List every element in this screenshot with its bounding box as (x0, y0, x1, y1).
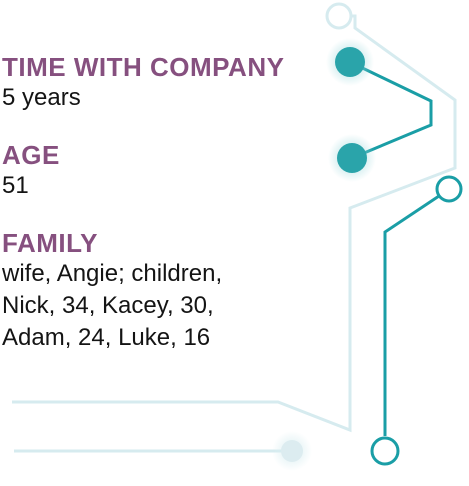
family-label: FAMILY (2, 228, 98, 258)
family-value: wife, Angie; children, Nick, 34, Kacey, … (2, 258, 222, 354)
light-node-bottom (281, 440, 303, 462)
tenure-value: 5 years (2, 84, 81, 111)
light-node-top (325, 2, 353, 30)
teal-node-2 (337, 143, 367, 173)
teal-trace-vertical (383, 188, 449, 436)
family-line: Nick, 34, Kacey, 30, (2, 292, 214, 319)
tenure-section: TIME WITH COMPANY 5 years (2, 52, 284, 114)
family-line: Adam, 24, Luke, 16 (2, 324, 211, 351)
light-trace-top (12, 14, 457, 433)
teal-node-1 (335, 47, 365, 77)
age-section: AGE 51 (2, 140, 60, 202)
tenure-label: TIME WITH COMPANY (2, 52, 285, 82)
family-line: wife, Angie; children, (2, 260, 223, 287)
teal-traces (349, 60, 449, 436)
family-section: FAMILY wife, Angie; children, Nick, 34, … (2, 228, 222, 354)
teal-trace-bracket (349, 60, 433, 160)
age-value: 51 (2, 172, 29, 199)
teal-node-ring-bottom (370, 436, 400, 466)
light-traces (12, 14, 457, 453)
teal-node-ring-top (435, 175, 463, 203)
age-label: AGE (2, 140, 60, 170)
